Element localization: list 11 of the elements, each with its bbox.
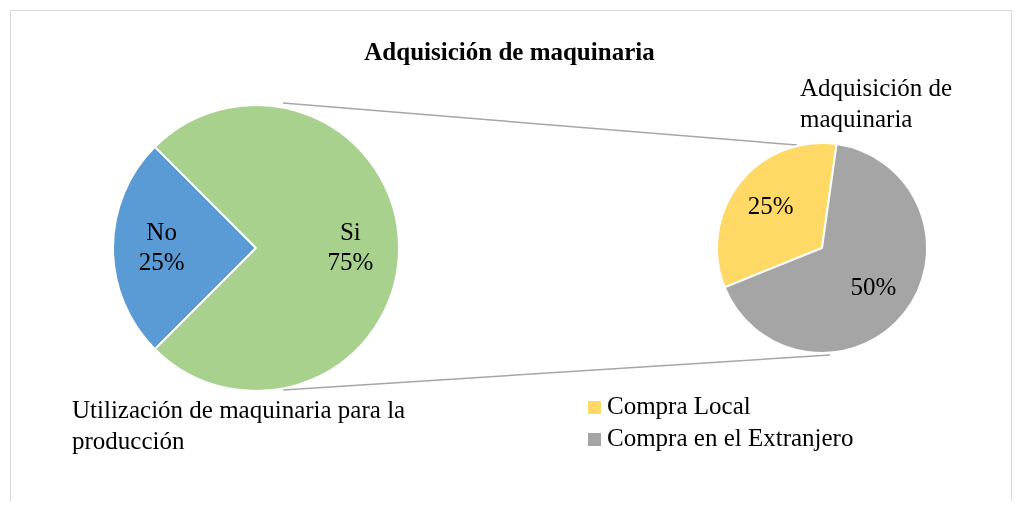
text: Adquisición de maquinaria — [363, 38, 656, 66]
data-label: 25% — [747, 192, 794, 220]
text: Adquisición de maquinaria — [800, 73, 954, 134]
slice-label: Si — [339, 217, 361, 245]
legend-label: Compra Local — [607, 392, 751, 419]
legend-label: Compra en el Extranjero — [607, 424, 854, 451]
data-label: 75% — [327, 247, 374, 275]
text: Utilización de maquinaria para la producción — [72, 395, 407, 456]
data-label: 50% — [850, 272, 897, 300]
data-label: 25% — [138, 247, 185, 275]
slice-label: No — [146, 217, 177, 245]
